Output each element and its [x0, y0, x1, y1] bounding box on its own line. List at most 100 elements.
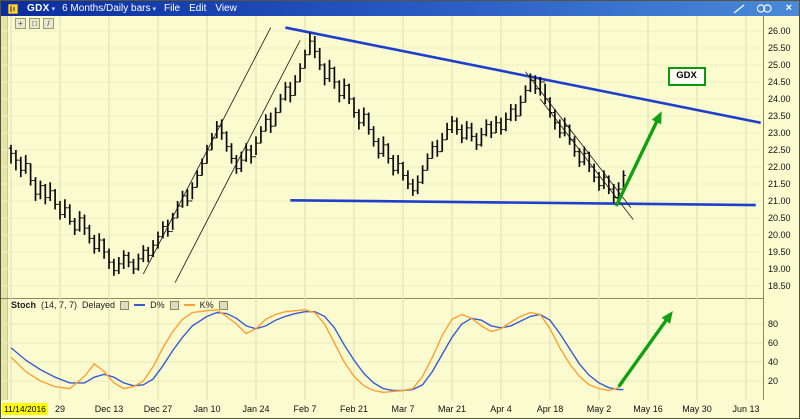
date-tick-label: Feb 7	[293, 404, 317, 414]
price-bar	[87, 224, 92, 244]
price-tick-label: 24.50	[768, 76, 791, 87]
price-tick-label: 18.50	[768, 280, 791, 291]
price-bar	[170, 212, 175, 233]
price-bar	[498, 117, 504, 135]
k-series-color-swatch	[183, 304, 195, 306]
date-tick-label: Mar 21	[437, 404, 466, 414]
price-bar	[175, 200, 180, 219]
period-selector[interactable]: 6 Months/Daily bars ▾	[62, 1, 156, 17]
box-tool-button[interactable]: □	[29, 18, 40, 29]
price-bar	[439, 132, 445, 153]
price-bar	[263, 114, 269, 132]
price-bar	[121, 250, 126, 269]
price-bar	[493, 115, 499, 134]
price-bar	[18, 156, 24, 178]
stoch-chart-canvas[interactable]	[1, 298, 763, 400]
trendline-tool-icon[interactable]	[731, 3, 747, 14]
price-bar	[425, 153, 430, 171]
price-bar	[180, 190, 185, 208]
price-bar	[366, 112, 371, 135]
price-bar	[106, 248, 112, 269]
price-bar	[523, 85, 528, 103]
price-bar	[337, 80, 342, 103]
date-tick-label: Jan 10	[193, 404, 221, 414]
price-bar	[444, 122, 450, 141]
price-bar	[601, 170, 607, 190]
price-bar	[606, 175, 612, 195]
stoch-line-k	[10, 309, 624, 394]
price-bar	[165, 219, 171, 237]
crosshair-tool-button[interactable]: +	[15, 18, 26, 29]
stoch-up-arrow[interactable]	[617, 317, 669, 388]
price-bar	[209, 132, 215, 151]
price-bar	[317, 47, 322, 71]
price-bar	[72, 217, 77, 235]
price-chart-canvas[interactable]	[1, 16, 763, 298]
horizontal-support-line[interactable]	[290, 198, 756, 207]
symbol-selector[interactable]: GDX ▾	[27, 1, 55, 17]
link-windows-icon[interactable]	[754, 3, 775, 14]
price-bar	[150, 240, 156, 258]
price-bar	[322, 63, 327, 86]
stoch-tick-label: 20	[768, 376, 779, 386]
price-bar	[278, 93, 283, 114]
price-bar	[410, 178, 416, 196]
descending-resistance-line[interactable]	[285, 26, 761, 125]
d-series-button[interactable]	[169, 300, 179, 310]
price-bar	[484, 119, 489, 137]
date-axis[interactable]: 11/14/2016 29 Dec 13 Dec 27 Jan 10 Jan 24 Feb…	[1, 400, 799, 418]
price-tick-label: 19.50	[768, 246, 791, 257]
app-icon	[6, 3, 20, 14]
chevron-down-icon: ▾	[51, 5, 56, 13]
price-bar	[185, 189, 190, 207]
date-tick-label: Dec 27	[143, 404, 173, 414]
price-bar	[145, 246, 151, 263]
price-bar	[562, 117, 567, 137]
price-bar	[518, 95, 523, 117]
descending-channel-line-1[interactable]	[525, 71, 632, 209]
price-bar	[283, 81, 288, 101]
price-axis[interactable]: 26.00 25.50 25.00 24.50 24.00 23.50 23.00 22.50…	[763, 16, 799, 400]
price-bar	[586, 151, 592, 173]
price-bar	[67, 204, 73, 225]
close-icon[interactable]: ×	[785, 2, 792, 14]
price-bar	[8, 144, 14, 164]
price-bar	[395, 155, 401, 174]
menu-file[interactable]: File	[163, 3, 181, 14]
price-breakout-arrow[interactable]	[614, 118, 660, 207]
price-bar	[292, 75, 298, 97]
price-tick-label: 25.50	[768, 42, 791, 53]
chevron-down-icon: ▾	[152, 5, 156, 13]
price-bar	[57, 200, 63, 220]
stoch-params: (14, 7, 7)	[41, 300, 78, 310]
main-chart-panel: + □ / GDX	[1, 16, 763, 299]
line-tool-button[interactable]: /	[43, 18, 54, 29]
price-bar	[430, 141, 435, 159]
price-bar	[356, 109, 362, 130]
price-bar	[513, 104, 518, 122]
price-bar	[415, 175, 420, 195]
price-bar	[302, 49, 308, 69]
k-series-button[interactable]	[218, 300, 228, 310]
price-bar	[435, 139, 440, 157]
price-bar	[224, 131, 229, 152]
stoch-line-d	[10, 310, 624, 392]
ascending-channel-line-2[interactable]	[174, 40, 301, 283]
price-bar	[386, 143, 391, 164]
price-bar	[307, 32, 313, 56]
price-bar	[43, 183, 48, 205]
price-bar	[23, 155, 28, 174]
menu-edit[interactable]: Edit	[189, 3, 207, 14]
chart-toolbar: + □ /	[15, 18, 54, 29]
price-bar	[229, 143, 234, 164]
menu-view[interactable]: View	[215, 3, 237, 14]
price-bar	[528, 73, 533, 93]
date-tick-label: May 16	[633, 404, 663, 414]
price-bar	[38, 180, 43, 200]
stoch-header: Stoch (14, 7, 7) Delayed D% K%	[11, 300, 228, 310]
price-tick-label: 23.00	[768, 127, 791, 138]
titlebar-symbol: GDX	[27, 2, 50, 14]
stoch-menu-button[interactable]	[120, 300, 130, 310]
price-tick-label: 22.50	[768, 144, 791, 155]
